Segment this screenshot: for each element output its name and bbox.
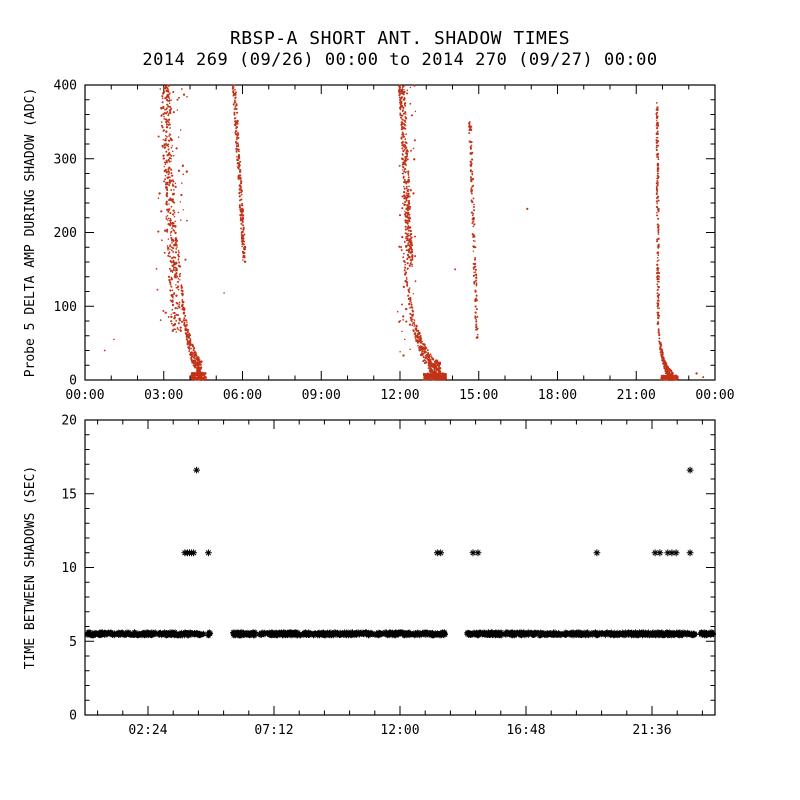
- y-axis-label: TIME BETWEEN SHADOWS (SEC): [23, 466, 38, 670]
- y-tick-label: 100: [54, 300, 77, 315]
- axes: 02:24 07:12 12:00 16:48 21:36 0 5 10 15 20: [61, 414, 715, 738]
- y-tick-label: 15: [61, 487, 77, 502]
- top-data-points: [103, 84, 705, 382]
- x-tick-label: 02:24: [128, 723, 167, 738]
- x-tick-label: 18:00: [538, 388, 577, 403]
- x-tick-label: 12:00: [380, 723, 419, 738]
- bottom-data-points: [85, 466, 716, 639]
- y-tick-label: 10: [61, 561, 77, 576]
- bottom-panel: 02:24 07:12 12:00 16:48 21:36 0 5 10 15 20 TIME BE…: [23, 414, 716, 738]
- top-panel: 00:00 03:00 06:00 09:00 12:00 15:00 18:00 21:00…: [23, 79, 735, 404]
- y-tick-label: 400: [54, 79, 77, 94]
- x-tick-label: 12:00: [380, 388, 419, 403]
- x-tick-label: 06:00: [223, 388, 262, 403]
- plot-frame: [84, 84, 716, 381]
- x-tick-label: 21:00: [617, 388, 656, 403]
- y-tick-label: 0: [69, 709, 77, 724]
- x-tick-label: 07:12: [254, 723, 293, 738]
- y-tick-label: 20: [61, 414, 77, 429]
- x-tick-label: 21:36: [632, 723, 671, 738]
- x-tick-label: 00:00: [695, 388, 734, 403]
- x-tick-label: 15:00: [459, 388, 498, 403]
- x-tick-label: 16:48: [506, 723, 545, 738]
- chart-subtitle: 2014 269 (09/26) 00:00 to 2014 270 (09/2…: [142, 50, 658, 70]
- y-tick-label: 200: [54, 226, 77, 241]
- plot-frame: [84, 419, 716, 716]
- y-tick-label: 0: [69, 374, 77, 389]
- y-tick-label: 300: [54, 152, 77, 167]
- axes: 00:00 03:00 06:00 09:00 12:00 15:00 18:00 21:00…: [54, 79, 735, 404]
- chart-title: RBSP-A SHORT ANT. SHADOW TIMES: [229, 28, 571, 49]
- x-tick-label: 09:00: [302, 388, 341, 403]
- y-tick-label: 5: [69, 635, 77, 650]
- x-tick-label: 03:00: [144, 388, 183, 403]
- y-axis-label: Probe 5 DELTA AMP DURING SHADOW (ADC): [23, 88, 38, 378]
- x-tick-label: 00:00: [65, 388, 104, 403]
